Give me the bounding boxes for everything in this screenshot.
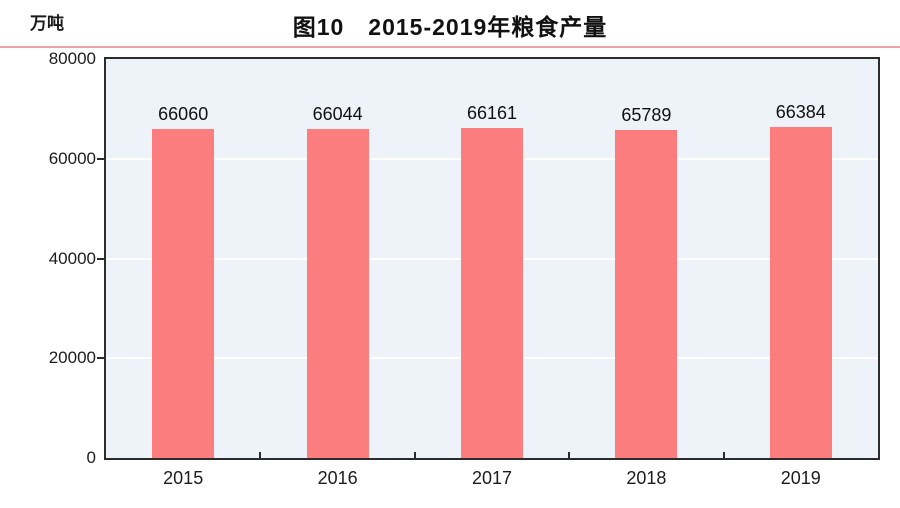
x-tick-label-2019: 2019 — [780, 468, 821, 488]
x-tick-label-2017: 2017 — [471, 468, 513, 488]
x-tick-label-2016: 2016 — [317, 468, 358, 488]
bar-value-label-2015: 66060 — [158, 103, 209, 124]
y-tick-label-60000: 60000 — [48, 148, 96, 168]
y-tick-label-20000: 20000 — [48, 348, 96, 368]
y-axis-tick — [97, 357, 104, 360]
y-axis-tick — [97, 257, 104, 260]
bar-2015 — [152, 128, 215, 458]
chart-title: 图10 2015-2019年粮食产量 — [292, 14, 608, 40]
x-tick-label-2015: 2015 — [163, 468, 204, 488]
x-axis-tick — [413, 452, 416, 458]
bar-2016 — [306, 128, 369, 458]
x-tick-label-2018: 2018 — [626, 468, 667, 488]
x-axis-tick — [259, 452, 262, 458]
x-axis-tick — [722, 452, 725, 458]
bar-2018 — [615, 129, 678, 458]
bar-value-label-2018: 65789 — [621, 104, 672, 125]
y-axis-tick — [97, 157, 104, 160]
y-tick-label-80000: 80000 — [48, 49, 96, 68]
y-tick-label-0: 0 — [86, 448, 96, 467]
y-tick-label-40000: 40000 — [48, 248, 96, 268]
bar-value-label-2019: 66384 — [775, 101, 826, 122]
bar-value-label-2017: 66161 — [466, 103, 518, 124]
plot-area — [104, 57, 880, 460]
y-axis-unit-label: 万吨 — [30, 14, 64, 33]
bar-2017 — [461, 128, 523, 458]
bar-2019 — [769, 126, 832, 458]
title-underline-rule — [0, 46, 900, 48]
bar-value-label-2016: 66044 — [312, 103, 363, 124]
x-axis-tick — [568, 452, 571, 458]
